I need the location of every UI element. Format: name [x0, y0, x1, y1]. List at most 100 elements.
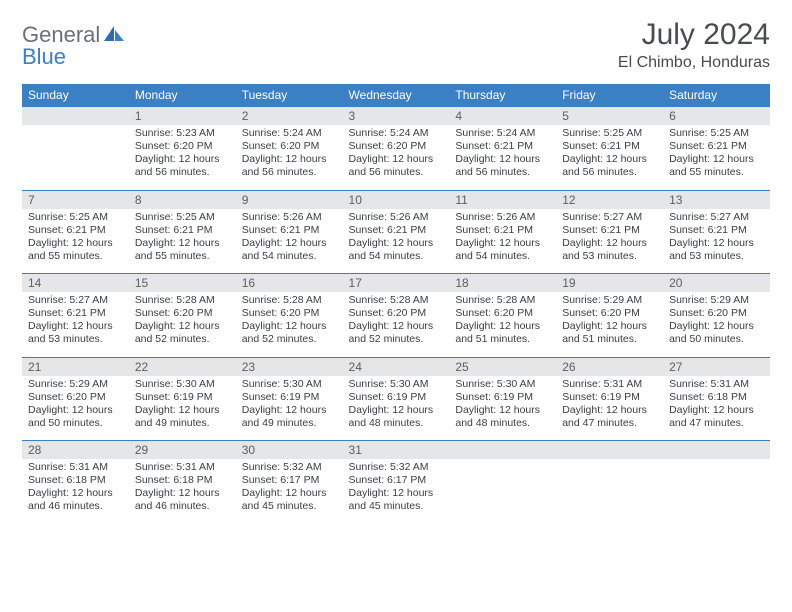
day-number-cell: 2 — [236, 107, 343, 126]
weekday-header: Sunday — [22, 84, 129, 107]
sunset-line: Sunset: 6:17 PM — [349, 474, 446, 487]
weekday-header: Thursday — [449, 84, 556, 107]
day-number-cell: 28 — [22, 441, 129, 460]
day-detail-row: Sunrise: 5:27 AMSunset: 6:21 PMDaylight:… — [22, 292, 770, 357]
day-detail-cell: Sunrise: 5:31 AMSunset: 6:18 PMDaylight:… — [22, 459, 129, 524]
sunrise-line: Sunrise: 5:27 AM — [669, 211, 766, 224]
sunset-line: Sunset: 6:20 PM — [562, 307, 659, 320]
day-detail-cell: Sunrise: 5:27 AMSunset: 6:21 PMDaylight:… — [22, 292, 129, 357]
day-detail-cell — [449, 459, 556, 524]
sunrise-line: Sunrise: 5:26 AM — [455, 211, 552, 224]
sunrise-line: Sunrise: 5:26 AM — [349, 211, 446, 224]
day-number-cell — [556, 441, 663, 460]
day-detail-row: Sunrise: 5:31 AMSunset: 6:18 PMDaylight:… — [22, 459, 770, 524]
day-detail-cell: Sunrise: 5:23 AMSunset: 6:20 PMDaylight:… — [129, 125, 236, 190]
daylight-line: Daylight: 12 hours and 52 minutes. — [135, 320, 232, 346]
sunrise-line: Sunrise: 5:31 AM — [562, 378, 659, 391]
sunrise-line: Sunrise: 5:29 AM — [28, 378, 125, 391]
sunrise-line: Sunrise: 5:28 AM — [135, 294, 232, 307]
day-number-cell: 23 — [236, 357, 343, 376]
sunrise-line: Sunrise: 5:29 AM — [562, 294, 659, 307]
daylight-line: Daylight: 12 hours and 54 minutes. — [455, 237, 552, 263]
daylight-line: Daylight: 12 hours and 53 minutes. — [562, 237, 659, 263]
day-number-row: 28293031 — [22, 441, 770, 460]
day-detail-cell: Sunrise: 5:31 AMSunset: 6:19 PMDaylight:… — [556, 376, 663, 441]
logo: General Blue — [22, 24, 126, 68]
sunrise-line: Sunrise: 5:30 AM — [242, 378, 339, 391]
sunrise-line: Sunrise: 5:31 AM — [135, 461, 232, 474]
page-subtitle: El Chimbo, Honduras — [618, 54, 770, 72]
weekday-header: Monday — [129, 84, 236, 107]
sunrise-line: Sunrise: 5:24 AM — [455, 127, 552, 140]
sunset-line: Sunset: 6:20 PM — [135, 307, 232, 320]
day-detail-cell: Sunrise: 5:27 AMSunset: 6:21 PMDaylight:… — [556, 209, 663, 274]
sunset-line: Sunset: 6:21 PM — [669, 140, 766, 153]
sunset-line: Sunset: 6:20 PM — [242, 307, 339, 320]
sunset-line: Sunset: 6:21 PM — [455, 140, 552, 153]
sunrise-line: Sunrise: 5:28 AM — [349, 294, 446, 307]
daylight-line: Daylight: 12 hours and 52 minutes. — [242, 320, 339, 346]
sunset-line: Sunset: 6:21 PM — [562, 224, 659, 237]
day-number-cell: 24 — [343, 357, 450, 376]
daylight-line: Daylight: 12 hours and 50 minutes. — [669, 320, 766, 346]
daylight-line: Daylight: 12 hours and 45 minutes. — [349, 487, 446, 513]
day-detail-cell: Sunrise: 5:29 AMSunset: 6:20 PMDaylight:… — [22, 376, 129, 441]
sunset-line: Sunset: 6:21 PM — [669, 224, 766, 237]
daylight-line: Daylight: 12 hours and 54 minutes. — [242, 237, 339, 263]
sunset-line: Sunset: 6:19 PM — [562, 391, 659, 404]
logo-word2: Blue — [22, 44, 66, 69]
day-detail-cell: Sunrise: 5:30 AMSunset: 6:19 PMDaylight:… — [129, 376, 236, 441]
day-detail-cell: Sunrise: 5:28 AMSunset: 6:20 PMDaylight:… — [236, 292, 343, 357]
day-detail-cell: Sunrise: 5:28 AMSunset: 6:20 PMDaylight:… — [129, 292, 236, 357]
weekday-header: Wednesday — [343, 84, 450, 107]
day-number-cell: 4 — [449, 107, 556, 126]
daylight-line: Daylight: 12 hours and 51 minutes. — [562, 320, 659, 346]
day-number-row: 78910111213 — [22, 190, 770, 209]
sunrise-line: Sunrise: 5:24 AM — [242, 127, 339, 140]
sunrise-line: Sunrise: 5:30 AM — [455, 378, 552, 391]
day-number-cell: 11 — [449, 190, 556, 209]
day-detail-cell: Sunrise: 5:32 AMSunset: 6:17 PMDaylight:… — [236, 459, 343, 524]
calendar-body: 123456Sunrise: 5:23 AMSunset: 6:20 PMDay… — [22, 107, 770, 524]
sunrise-line: Sunrise: 5:31 AM — [669, 378, 766, 391]
day-detail-cell: Sunrise: 5:30 AMSunset: 6:19 PMDaylight:… — [236, 376, 343, 441]
day-number-row: 14151617181920 — [22, 274, 770, 293]
day-detail-row: Sunrise: 5:29 AMSunset: 6:20 PMDaylight:… — [22, 376, 770, 441]
day-number-cell: 8 — [129, 190, 236, 209]
title-block: July 2024 El Chimbo, Honduras — [618, 18, 770, 72]
sunset-line: Sunset: 6:18 PM — [669, 391, 766, 404]
day-number-row: 21222324252627 — [22, 357, 770, 376]
daylight-line: Daylight: 12 hours and 55 minutes. — [28, 237, 125, 263]
sunrise-line: Sunrise: 5:25 AM — [135, 211, 232, 224]
sunset-line: Sunset: 6:20 PM — [669, 307, 766, 320]
sunrise-line: Sunrise: 5:23 AM — [135, 127, 232, 140]
day-number-cell: 21 — [22, 357, 129, 376]
daylight-line: Daylight: 12 hours and 53 minutes. — [28, 320, 125, 346]
day-number-cell: 1 — [129, 107, 236, 126]
day-number-cell: 19 — [556, 274, 663, 293]
page-title: July 2024 — [618, 18, 770, 52]
sunset-line: Sunset: 6:21 PM — [135, 224, 232, 237]
daylight-line: Daylight: 12 hours and 54 minutes. — [349, 237, 446, 263]
day-number-cell: 14 — [22, 274, 129, 293]
daylight-line: Daylight: 12 hours and 50 minutes. — [28, 404, 125, 430]
daylight-line: Daylight: 12 hours and 47 minutes. — [669, 404, 766, 430]
sunset-line: Sunset: 6:21 PM — [242, 224, 339, 237]
day-detail-cell: Sunrise: 5:26 AMSunset: 6:21 PMDaylight:… — [236, 209, 343, 274]
sunrise-line: Sunrise: 5:25 AM — [28, 211, 125, 224]
day-number-cell: 10 — [343, 190, 450, 209]
daylight-line: Daylight: 12 hours and 56 minutes. — [135, 153, 232, 179]
daylight-line: Daylight: 12 hours and 52 minutes. — [349, 320, 446, 346]
day-number-cell: 20 — [663, 274, 770, 293]
day-detail-cell: Sunrise: 5:24 AMSunset: 6:21 PMDaylight:… — [449, 125, 556, 190]
day-detail-cell: Sunrise: 5:32 AMSunset: 6:17 PMDaylight:… — [343, 459, 450, 524]
day-number-cell: 17 — [343, 274, 450, 293]
daylight-line: Daylight: 12 hours and 49 minutes. — [135, 404, 232, 430]
daylight-line: Daylight: 12 hours and 47 minutes. — [562, 404, 659, 430]
day-detail-cell: Sunrise: 5:25 AMSunset: 6:21 PMDaylight:… — [663, 125, 770, 190]
sunrise-line: Sunrise: 5:25 AM — [669, 127, 766, 140]
sunset-line: Sunset: 6:20 PM — [135, 140, 232, 153]
sunrise-line: Sunrise: 5:29 AM — [669, 294, 766, 307]
day-number-cell — [663, 441, 770, 460]
sunrise-line: Sunrise: 5:28 AM — [455, 294, 552, 307]
